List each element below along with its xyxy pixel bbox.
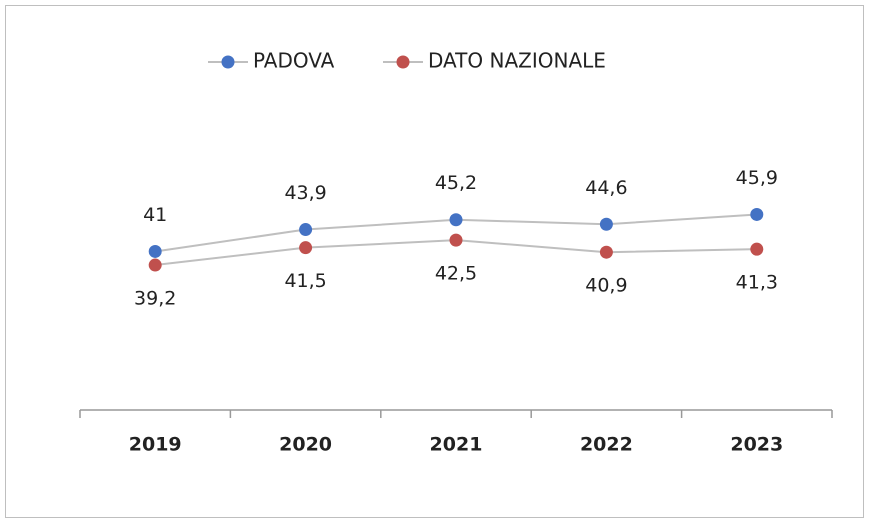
point <box>449 213 463 227</box>
data-label: 45,2 <box>435 172 477 194</box>
data-label: 39,2 <box>134 288 176 310</box>
point <box>148 244 162 258</box>
point <box>148 258 162 272</box>
point <box>299 241 313 255</box>
data-label: 41,5 <box>284 270 326 292</box>
x-tick-label: 2019 <box>129 434 182 456</box>
point <box>750 242 764 256</box>
legend-marker <box>396 55 410 69</box>
legend-label: PADOVA <box>253 49 335 73</box>
legend-marker <box>221 55 235 69</box>
point <box>599 217 613 231</box>
chart-border <box>5 5 864 518</box>
legend-label: DATO NAZIONALE <box>428 49 606 73</box>
x-tick-label: 2023 <box>730 434 783 456</box>
data-label: 42,5 <box>435 263 477 285</box>
data-label: 44,6 <box>585 177 627 199</box>
x-tick-label: 2021 <box>430 434 483 456</box>
point <box>449 233 463 247</box>
point <box>599 245 613 259</box>
point <box>750 207 764 221</box>
data-label: 40,9 <box>585 275 627 297</box>
x-tick-label: 2022 <box>580 434 633 456</box>
data-label: 43,9 <box>284 182 326 204</box>
x-tick-label: 2020 <box>279 434 332 456</box>
data-label: 41 <box>143 204 167 226</box>
point <box>299 223 313 237</box>
data-label: 45,9 <box>736 167 778 189</box>
data-label: 41,3 <box>736 272 778 294</box>
